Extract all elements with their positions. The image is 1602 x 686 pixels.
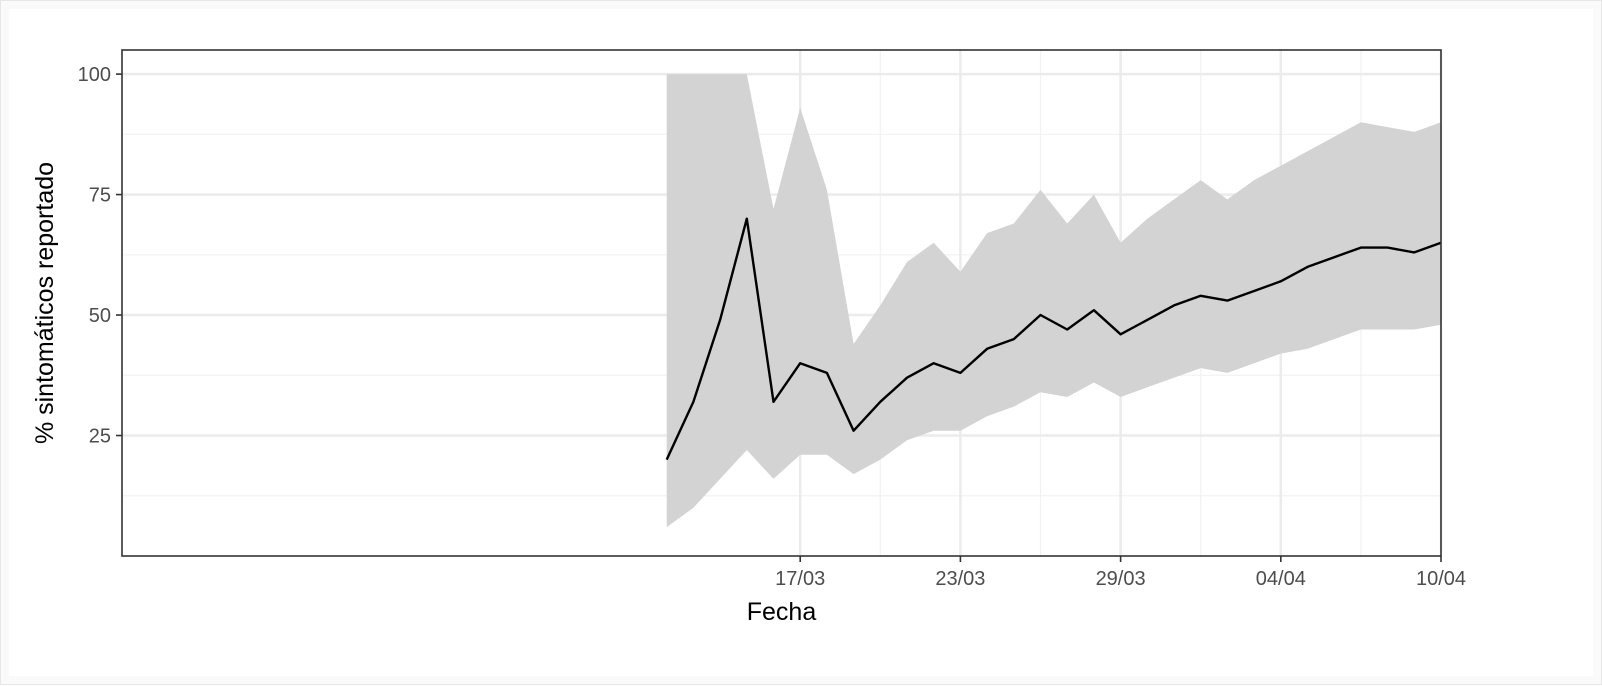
x-tick-label: 17/03	[775, 568, 825, 590]
series-line	[665, 217, 1442, 461]
x-tick-label: 10/04	[1416, 568, 1466, 590]
y-axis: 25 50 75 100	[78, 64, 122, 448]
x-tick-label: 23/03	[935, 568, 985, 590]
x-tick-label: 04/04	[1256, 568, 1306, 590]
plot-panel-border	[121, 49, 1442, 557]
y-tick-label: 25	[89, 426, 111, 448]
x-axis-title: Fecha	[747, 598, 817, 626]
y-tick-label: 75	[89, 185, 111, 207]
confidence-band	[666, 74, 1441, 528]
x-tick-label: 29/03	[1096, 568, 1146, 590]
x-axis: 17/03 23/03 29/03 04/04 10/04	[775, 556, 1466, 590]
y-tick-label: 100	[78, 64, 111, 86]
y-tick-label: 50	[89, 305, 111, 327]
y-axis-title: % sintomáticos reportado	[31, 162, 59, 444]
